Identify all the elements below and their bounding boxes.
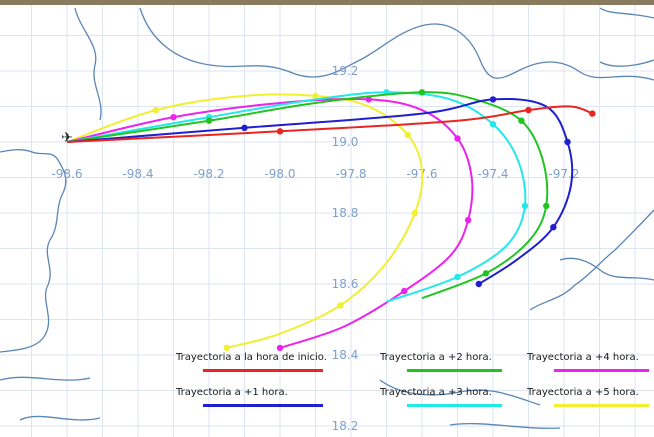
trajectory-point: [152, 106, 159, 114]
legend-label: Trayectoria a la hora de inicio.: [176, 352, 327, 363]
trajectory-point: [550, 224, 557, 231]
origin-marker: ✈: [61, 130, 73, 146]
x-tick-label: -98.6: [51, 167, 82, 181]
trajectory-point: [464, 216, 472, 224]
x-tick-label: -98.4: [122, 167, 153, 181]
y-tick-label: 19.0: [332, 135, 359, 149]
map-background: [0, 5, 654, 437]
coastline-southeast: [529, 209, 654, 311]
legend-swatch: [203, 404, 323, 407]
x-tick-label: -97.8: [335, 167, 366, 181]
legend-label: Trayectoria a +5 hora.: [527, 387, 639, 398]
top-frame-bar: [0, 0, 654, 5]
trajectory-point: [276, 128, 284, 135]
trajectory-line: [66, 91, 549, 300]
trajectory-point: [223, 344, 230, 352]
grid-lines: [0, 5, 654, 437]
airplane-icon: ✈: [61, 130, 73, 146]
coastline-south: [0, 376, 561, 429]
x-tick-label: -98.2: [193, 167, 224, 181]
legend-label: Trayectoria a +3 hora.: [380, 387, 492, 398]
coastline-north-river: [74, 7, 654, 121]
trajectory-point: [454, 135, 461, 142]
axis-tick-labels: -98.6 -98.4 -98.2 -98.0 -97.8 -97.6 -97.4 -97.2…: [51, 64, 579, 433]
trajectory-line: [66, 93, 424, 349]
trajectory-point: [337, 302, 344, 309]
y-tick-label: 18.6: [332, 277, 359, 291]
trajectory-point: [543, 202, 550, 210]
x-tick-label: -98.0: [264, 167, 295, 181]
trajectory-line: [66, 98, 474, 349]
trajectory-point: [521, 202, 529, 210]
trajectory-point: [564, 138, 571, 146]
trajectory-point: [589, 110, 596, 117]
trajectory-point: [482, 270, 490, 277]
trajectory-point: [170, 113, 177, 121]
trajectory-point: [489, 96, 497, 103]
trajectory-point: [411, 209, 419, 217]
coastline: [0, 7, 654, 429]
legend-label: Trayectoria a +2 hora.: [380, 352, 492, 363]
y-tick-label: 19.2: [332, 64, 359, 78]
trajectory-point: [418, 89, 426, 96]
coastline-west: [0, 149, 67, 353]
x-tick-label: -97.4: [477, 167, 508, 181]
legend-swatch: [554, 369, 649, 372]
trajectory-point: [525, 106, 532, 114]
y-tick-label: 18.8: [332, 206, 359, 220]
trajectory-lines: [66, 89, 596, 352]
legend-label: Trayectoria a +4 hora.: [527, 352, 639, 363]
trajectory-point: [276, 344, 284, 352]
y-tick-label: 18.2: [332, 419, 359, 433]
legend-swatch: [203, 369, 323, 372]
trajectory-point: [454, 273, 461, 281]
trajectory-point: [365, 96, 372, 103]
y-tick-label: 18.4: [332, 348, 359, 362]
trajectory-point: [489, 121, 497, 128]
trajectory-point: [475, 280, 482, 288]
legend-swatch: [407, 404, 502, 407]
x-tick-label: -97.2: [548, 167, 579, 181]
legend-swatch: [554, 404, 649, 407]
trajectory-line: [66, 91, 527, 303]
legend-swatch: [407, 369, 502, 372]
trajectory-point: [404, 131, 411, 139]
trajectory-point: [401, 287, 408, 295]
legend-label: Trayectoria a +1 hora.: [176, 387, 288, 398]
coastline-northeast: [599, 7, 654, 67]
trajectory-line: [66, 105, 593, 143]
trajectory-point: [518, 117, 525, 124]
trajectory-point: [241, 124, 248, 131]
trajectory-point: [312, 92, 319, 100]
trajectory-point: [205, 117, 213, 124]
